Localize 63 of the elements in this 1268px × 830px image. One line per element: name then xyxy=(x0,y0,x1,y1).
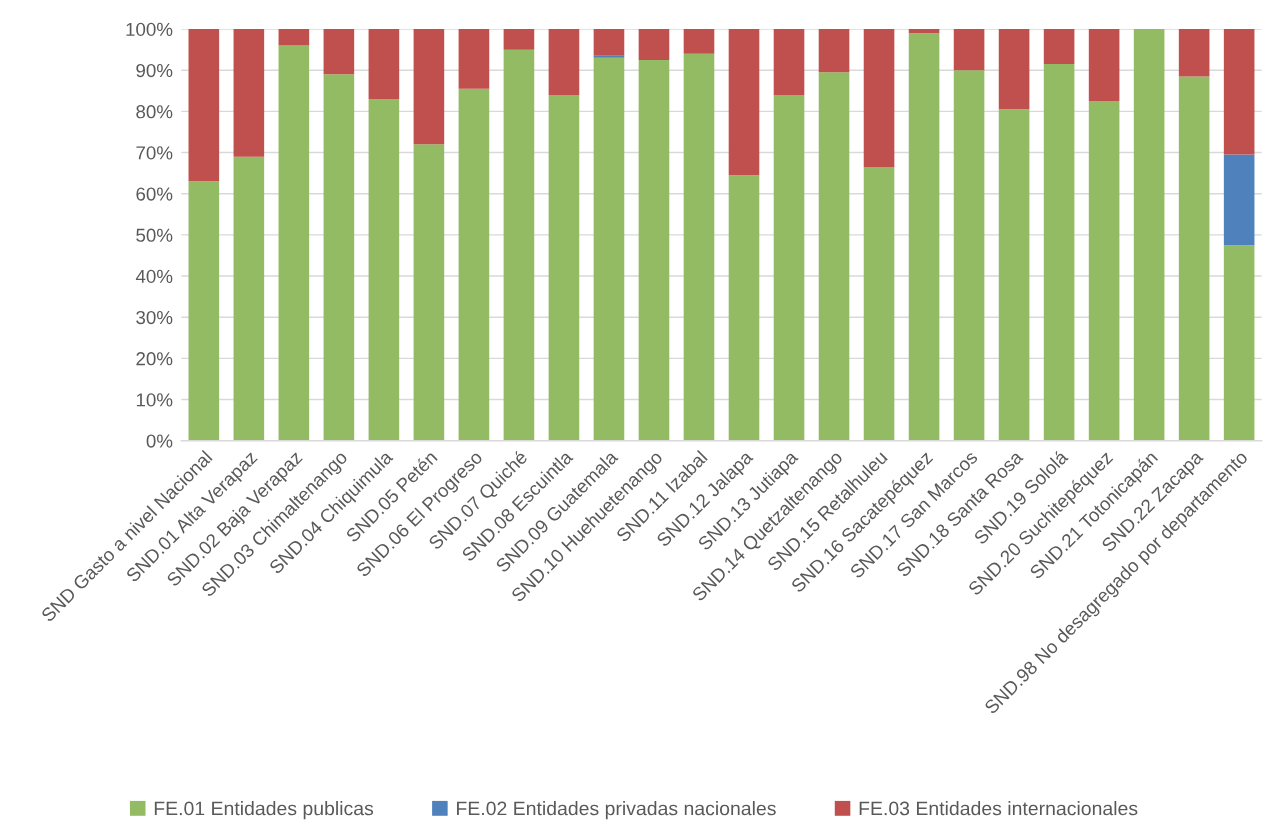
legend-label: FE.01 Entidades publicas xyxy=(154,801,374,820)
bar xyxy=(1043,29,1075,65)
y-tick-label: 100% xyxy=(126,22,173,37)
bar xyxy=(233,29,265,157)
bar xyxy=(368,29,400,100)
bar xyxy=(368,99,400,441)
bar xyxy=(1223,154,1255,246)
bar xyxy=(278,45,310,441)
y-tick-label: 60% xyxy=(136,187,173,201)
bar xyxy=(1223,245,1255,441)
bar xyxy=(683,29,715,54)
legend-label: FE.03 Entidades internacionales xyxy=(859,801,1138,816)
bar xyxy=(908,29,940,34)
bar xyxy=(413,144,445,441)
bar xyxy=(413,29,445,145)
bar xyxy=(1088,101,1120,441)
y-tick-label: 70% xyxy=(136,146,173,160)
legend-label: FE.02 Entidades privadas nacionales xyxy=(457,801,776,820)
bar xyxy=(278,29,310,46)
bar xyxy=(638,29,670,60)
bar xyxy=(998,29,1030,110)
bar xyxy=(1133,29,1165,441)
bar xyxy=(728,29,760,176)
y-tick-label: 90% xyxy=(136,63,173,78)
y-tick-label: 30% xyxy=(136,310,173,325)
bar xyxy=(323,74,355,441)
bar xyxy=(1223,29,1255,155)
y-tick-label: 40% xyxy=(135,269,173,284)
bar xyxy=(593,57,625,441)
bar xyxy=(1088,29,1120,102)
bar xyxy=(773,29,805,95)
bar xyxy=(728,175,760,441)
bar xyxy=(503,49,535,441)
bar xyxy=(818,29,850,73)
bar xyxy=(818,72,850,441)
bar xyxy=(953,70,985,441)
y-tick-label: 80% xyxy=(136,105,173,119)
y-tick-label: 0% xyxy=(146,434,173,448)
bar xyxy=(233,156,265,441)
bar xyxy=(863,166,895,441)
bar xyxy=(593,55,625,58)
bar xyxy=(503,29,535,50)
bar xyxy=(908,33,940,441)
y-tick-label: 10% xyxy=(136,393,173,407)
y-tick-label: 50% xyxy=(136,228,173,242)
bar xyxy=(1178,29,1210,77)
bar xyxy=(323,29,355,75)
bar xyxy=(953,29,985,71)
bar xyxy=(593,29,625,56)
bar xyxy=(683,53,715,441)
bar xyxy=(188,29,220,182)
bar xyxy=(998,109,1030,441)
y-tick-label: 20% xyxy=(136,352,173,366)
bar xyxy=(458,88,490,441)
bar xyxy=(548,94,580,441)
bar xyxy=(638,59,670,441)
bar xyxy=(188,181,220,441)
bar xyxy=(458,29,490,89)
bar xyxy=(773,94,805,441)
bar xyxy=(548,29,580,95)
bar xyxy=(1043,64,1075,441)
bar xyxy=(1178,76,1210,441)
bar xyxy=(863,29,895,167)
